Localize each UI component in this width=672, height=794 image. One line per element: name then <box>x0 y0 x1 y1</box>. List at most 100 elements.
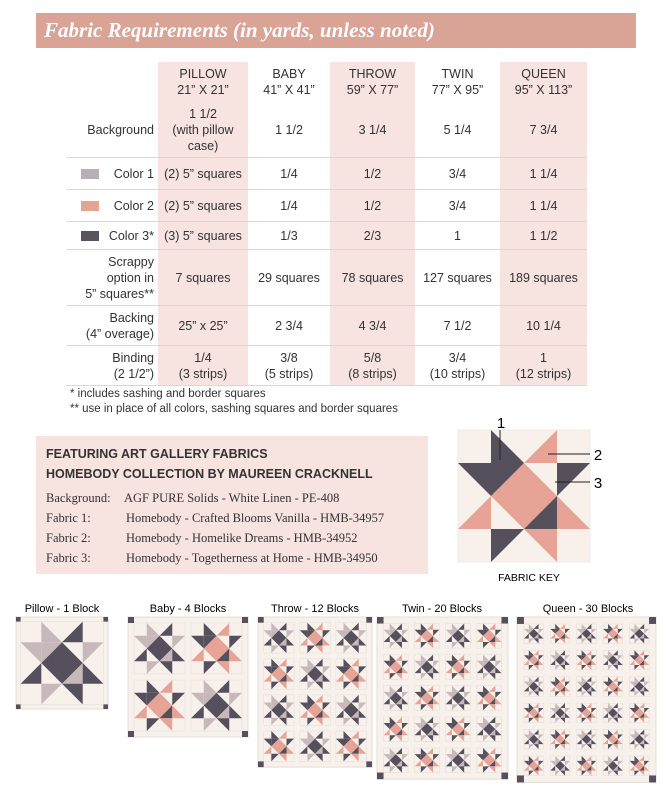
patch <box>414 729 421 736</box>
patch <box>528 655 534 661</box>
patch <box>608 655 613 661</box>
patch <box>533 650 539 656</box>
patch <box>576 712 582 718</box>
patch <box>483 754 490 761</box>
patch <box>299 738 308 747</box>
patch <box>433 754 440 761</box>
patch <box>533 664 539 670</box>
patch <box>644 681 650 687</box>
patch <box>458 623 465 630</box>
row-label: Binding (2 1/2”) <box>66 346 158 386</box>
corner-square <box>258 617 264 623</box>
patch <box>401 698 409 705</box>
patch <box>395 748 402 755</box>
patch <box>278 746 287 754</box>
patch <box>307 702 323 718</box>
swatch <box>81 231 99 241</box>
patch <box>216 680 230 693</box>
patch <box>581 770 587 776</box>
label-line: Color 1 <box>113 166 154 181</box>
patch <box>426 654 434 661</box>
patch <box>426 735 434 742</box>
patch <box>146 661 160 674</box>
patch <box>445 660 452 667</box>
patch <box>315 637 323 646</box>
patch <box>555 770 561 776</box>
patch <box>644 712 650 718</box>
row-label: Color 2 <box>66 190 158 222</box>
patch <box>426 635 434 642</box>
fabric-label: Fabric 3: <box>46 551 91 565</box>
patch <box>644 628 650 634</box>
patch <box>533 744 539 750</box>
patch <box>271 753 279 762</box>
patch <box>603 760 609 766</box>
patch <box>451 754 459 761</box>
patch <box>634 717 640 723</box>
patch <box>191 692 204 706</box>
patch <box>560 623 565 629</box>
patch <box>555 676 561 682</box>
corner-square <box>128 731 134 737</box>
patch <box>343 702 359 718</box>
patch <box>483 716 490 724</box>
patch <box>445 691 452 699</box>
patch <box>299 666 308 674</box>
patch <box>639 650 645 656</box>
patch <box>159 680 173 693</box>
quilt-label: Twin - 20 Blocks <box>402 603 483 615</box>
patch <box>395 673 402 680</box>
patch <box>420 704 427 711</box>
patch <box>62 683 83 705</box>
patch <box>644 633 650 639</box>
patch <box>550 655 556 661</box>
patch <box>307 666 315 674</box>
patch <box>395 704 402 711</box>
patch <box>322 710 331 718</box>
patch <box>586 633 592 639</box>
patch <box>555 623 561 629</box>
patch <box>634 760 640 766</box>
patch <box>271 630 287 646</box>
patch <box>307 738 315 747</box>
patch <box>603 734 609 740</box>
patch <box>82 663 104 684</box>
patch <box>420 735 427 742</box>
patch <box>629 765 635 771</box>
table-cell: 3/4 <box>415 190 500 222</box>
cell-line: 1/2 <box>363 166 382 181</box>
patch <box>483 673 490 680</box>
quilt <box>516 616 657 783</box>
patch <box>263 666 272 674</box>
patch <box>576 633 582 639</box>
patch <box>286 674 295 682</box>
patch <box>576 760 582 766</box>
patch <box>315 645 323 654</box>
patch <box>634 655 640 661</box>
patch <box>315 622 323 631</box>
patch <box>159 648 173 662</box>
patch <box>608 650 613 656</box>
patch <box>426 729 434 736</box>
patch <box>307 681 315 690</box>
patch <box>489 673 496 680</box>
fabric-label: Background: <box>46 491 111 505</box>
patch <box>591 686 597 692</box>
patch <box>389 723 396 730</box>
patch <box>426 666 434 674</box>
table-cell: 1 1/2 <box>500 222 587 250</box>
patch <box>634 664 640 670</box>
swatch <box>81 169 99 179</box>
patch <box>229 705 242 719</box>
patch <box>216 718 230 731</box>
patch <box>489 685 496 692</box>
table-cell: 25” x 25” <box>158 306 248 346</box>
patch <box>634 770 640 776</box>
patch <box>591 628 597 634</box>
patch <box>389 623 396 630</box>
patch <box>263 746 272 754</box>
patch <box>172 635 185 649</box>
cell-line: 1/4 <box>194 350 212 365</box>
patch <box>612 686 618 692</box>
patch <box>271 658 279 667</box>
